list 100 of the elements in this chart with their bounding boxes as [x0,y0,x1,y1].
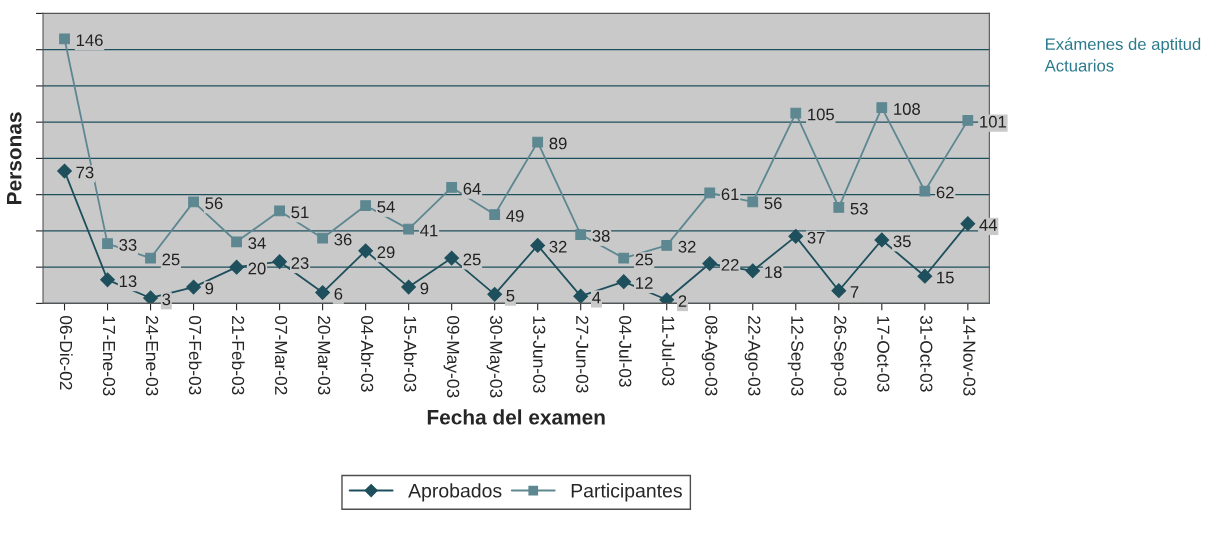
point [960,216,976,232]
data-label: 9 [205,282,214,295]
point [100,272,115,288]
x-tick-label: 08-Ago-03 [701,315,718,396]
data-label: 3 [162,293,171,306]
point [188,196,199,208]
x-axis-title: Fecha del examen [427,409,605,425]
data-label: 146 [76,34,103,47]
x-tick-label: 26-Sep-03 [830,316,847,396]
point [616,274,632,290]
data-label: 34 [248,237,266,250]
data-label: 41 [420,224,438,237]
data-label: 15 [937,271,954,284]
point [403,223,415,235]
point [790,107,802,119]
x-tick-label: 24-Ene-03 [145,316,159,396]
data-label: 2 [678,295,687,307]
point [831,283,847,299]
data-label: 25 [162,253,180,266]
point [747,196,759,208]
y-axis-title: Personas [7,112,22,204]
x-tick-label: 21-Feb-03 [231,316,245,395]
x-tick-label: 27-Jun-03 [576,316,589,393]
point [833,201,845,213]
data-label: 7 [850,286,859,298]
data-label: 9 [420,282,429,295]
data-label: 33 [119,239,137,251]
point [231,236,242,248]
x-tick-label: 07-Mar-02 [274,315,288,395]
x-tick-label: 14-Nov-03 [963,316,976,396]
data-label: 18 [765,266,782,279]
data-label: 38 [592,229,610,242]
point [317,232,328,244]
point [315,285,331,300]
x-tick-label: 15-Abr-03 [403,316,417,392]
x-tick-label: 20-Mar-03 [317,316,331,395]
point [702,256,718,271]
point [102,238,113,249]
point [573,288,589,304]
x-tick-label: 09-May-03 [443,315,460,398]
point [919,185,931,197]
data-label: 49 [506,210,524,222]
legend-label: Aprobados [408,483,502,502]
data-label: 56 [764,197,782,210]
point [530,238,546,253]
point [532,136,544,148]
data-label: 53 [850,202,868,215]
data-label: 36 [334,233,352,246]
data-label: 37 [807,231,825,244]
data-label: 51 [291,206,309,219]
x-tick-label: 04-Jul-03 [619,315,632,387]
data-label: 73 [76,166,94,179]
point [575,229,587,240]
point [874,232,890,248]
data-label: 61 [721,188,739,201]
point [272,254,287,270]
x-tick-label: 22-Ago-03 [744,316,761,396]
point [358,243,374,259]
point [917,268,933,284]
x-tick-label: 13-Jun-03 [533,316,546,393]
x-tick-label: 07-Feb-03 [188,315,202,395]
point [962,114,974,126]
point [274,205,285,217]
data-label: 54 [377,201,395,213]
x-tick-label: 31-Oct-03 [920,315,933,392]
x-tick-label: 06-Dic-02 [59,315,73,390]
data-label: 56 [205,197,223,210]
point [229,259,244,275]
legend-label: Participantes [571,483,682,502]
data-label: 64 [463,182,481,195]
data-label: 29 [377,246,395,259]
point [59,33,70,45]
point [57,163,72,179]
point [145,252,156,264]
data-label: 25 [635,253,653,266]
point [618,252,630,264]
x-tick-label: 11-Jul-03 [662,316,675,386]
data-label: 32 [549,240,567,253]
data-label: 22 [721,258,739,271]
point [360,200,372,211]
data-label: 62 [936,186,954,199]
point [659,292,675,304]
x-tick-label: 17-Ene-03 [102,316,116,396]
x-tick-label: 30-May-03 [486,315,503,398]
data-label: 35 [893,235,911,248]
point [487,286,503,302]
data-label: 23 [291,257,309,269]
data-label: 4 [592,291,601,304]
point [143,290,158,304]
point [446,182,458,193]
point [489,209,501,220]
point [186,279,201,295]
data-label: 89 [549,137,567,150]
point [876,102,888,114]
data-label: 6 [334,287,343,300]
x-tick-label: 17-Oct-03 [877,316,890,392]
data-label: 108 [894,103,920,115]
data-label: 101 [980,115,1006,128]
point [444,250,460,266]
point [704,187,716,199]
